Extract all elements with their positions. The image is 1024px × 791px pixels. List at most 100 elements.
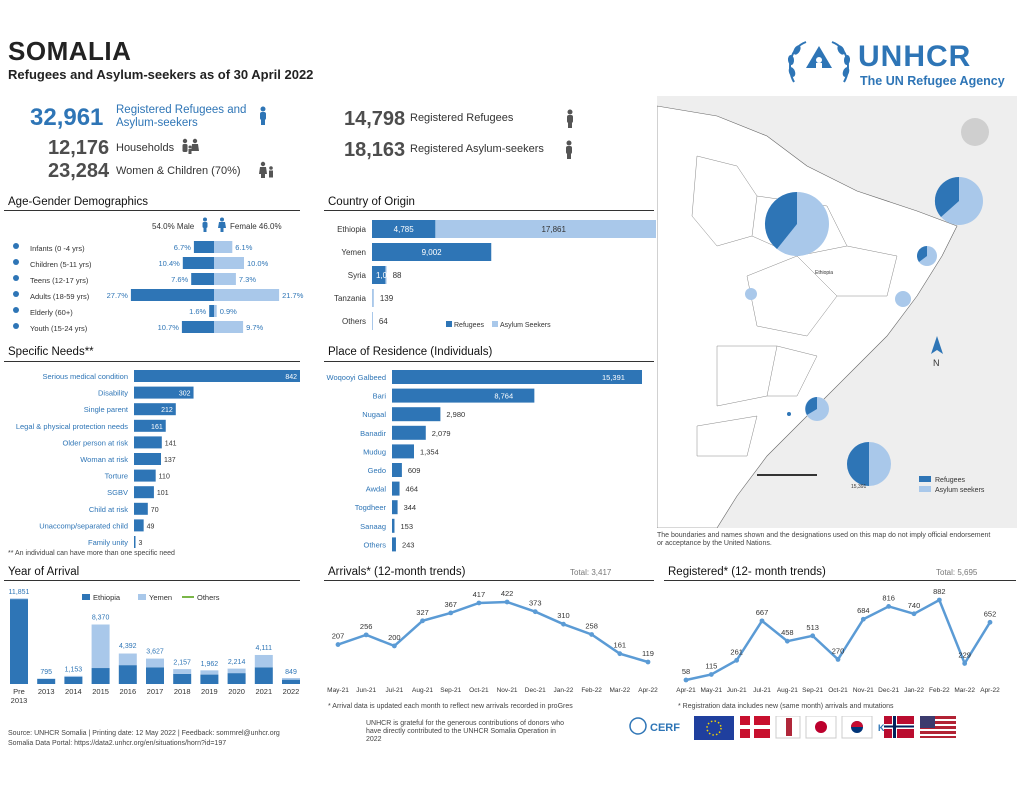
kpi-asylum-value: 18,163: [344, 139, 406, 161]
map-disclaimer: The boundaries and names shown and the d…: [657, 532, 991, 547]
need-value: 70: [151, 507, 159, 514]
trend-month: Jan-22: [904, 687, 924, 694]
arrival-yemen-bar: [118, 653, 137, 666]
arrival-year-label: 2017: [147, 687, 164, 696]
person-icon: [260, 106, 266, 125]
need-value: 302: [179, 391, 191, 398]
trend-value: 327: [416, 608, 429, 617]
registered-title: Registered* (12- month trends): [668, 566, 826, 578]
age-row-label: Elderly (60+): [30, 308, 73, 317]
arrival-year-label: 2018: [174, 687, 191, 696]
origin-asylum-bar: [372, 312, 373, 330]
trend-point: [886, 604, 892, 609]
male-bar: [181, 321, 214, 333]
age-person-icon: [13, 275, 19, 281]
age-row-label: Infants (0 -4 yrs): [30, 244, 85, 253]
legend-ethiopia-swatch: [82, 594, 90, 600]
trend-month: Nov-21: [497, 687, 518, 694]
arrivals-total: Total: 3,417: [570, 568, 612, 577]
residence-value: 2,980: [446, 410, 465, 419]
arrival-total-label: 2,157: [173, 659, 191, 666]
trend-value: 119: [642, 649, 654, 658]
trend-value: 667: [756, 608, 769, 617]
arrival-total-label: 795: [40, 669, 52, 676]
trend-point: [420, 618, 425, 624]
trend-point: [759, 618, 765, 624]
need-bar: [134, 386, 194, 399]
male-bar: [193, 241, 214, 253]
need-label: Woman at risk: [80, 455, 128, 464]
trend-value: 373: [529, 599, 542, 608]
trend-point: [448, 610, 454, 616]
residence-value: 8,764: [494, 392, 513, 401]
residence-value: 2,079: [432, 429, 451, 438]
trend-month: Oct-21: [469, 687, 489, 694]
residence-label: Sanaag: [360, 522, 386, 531]
trend-value: 740: [908, 601, 921, 610]
age-row-label: Teens (12-17 yrs): [30, 276, 89, 285]
trend-month: Mar-22: [610, 687, 631, 694]
north-arrow-icon: [931, 336, 943, 354]
origin-refugee-bar: [372, 266, 386, 284]
kpi-households-value: 12,176: [48, 137, 110, 159]
arrival-year-label: 2019: [201, 687, 218, 696]
trend-month: Jan-22: [554, 687, 574, 694]
need-value: 842: [285, 374, 297, 381]
trend-value: 200: [388, 633, 401, 642]
arrival-yemen-bar: [227, 668, 246, 674]
trend-month: Aug-21: [412, 687, 433, 694]
female-value: 0.9%: [220, 307, 237, 316]
trend-value: 816: [882, 593, 895, 602]
kpi-women-children-value: 23,284: [48, 160, 110, 182]
svg-text:CERF: CERF: [650, 722, 680, 734]
footer-portal[interactable]: Somalia Data Portal: https://data2.unhcr…: [8, 740, 227, 747]
trend-point: [391, 643, 397, 649]
woman-child-icon: [259, 161, 273, 178]
trend-point: [911, 611, 917, 617]
arrival-total-label: 2,214: [228, 659, 246, 666]
need-bar: [134, 453, 162, 465]
residence-bar: [392, 370, 642, 384]
female-value: 7.3%: [239, 275, 256, 284]
origin-asylum-bar: [435, 220, 656, 238]
need-label: Unaccomp/separated child: [39, 521, 128, 530]
person-icon: [567, 109, 573, 128]
trend-value: 367: [444, 600, 457, 609]
trend-point: [708, 672, 714, 677]
trend-point: [936, 597, 942, 603]
origin-title: Country of Origin: [328, 196, 415, 208]
arrival-yemen-bar: [91, 624, 110, 669]
residence-bar: [392, 537, 396, 552]
origin-asylum-bar: [385, 266, 387, 284]
trend-month: Mar-22: [954, 687, 975, 694]
need-value: 101: [157, 490, 169, 497]
trend-value: 652: [984, 609, 997, 618]
trend-month: Dec-21: [525, 687, 546, 694]
need-label: Family unity: [88, 538, 128, 547]
legend-refugees-swatch: [446, 321, 452, 327]
trend-value: 458: [781, 628, 794, 637]
page-subtitle: Refugees and Asylum-seekers as of 30 Apr…: [8, 67, 314, 82]
age-row-label: Adults (18-59 yrs): [30, 292, 90, 301]
trend-value: 261: [730, 647, 743, 656]
legend-asylum-label: Asylum Seekers: [500, 322, 551, 329]
need-bar: [134, 536, 136, 548]
kpi-households-label: Households: [116, 142, 175, 154]
kpi-refugees-value: 14,798: [344, 108, 406, 130]
age-gender-title: Age-Gender Demographics: [8, 196, 148, 208]
trend-point: [962, 660, 968, 666]
trend-value: 684: [857, 606, 870, 615]
donor-logos-graphic: CERF KOICA: [629, 715, 956, 740]
family-icon: [182, 138, 199, 154]
residence-label: Nugaal: [362, 410, 386, 419]
logo-text: UNHCR: [858, 40, 972, 73]
need-label: Older person at risk: [63, 438, 129, 447]
map-graphic: N Refugees Asylum seekers 15,391 Ethiopi…: [656, 96, 1017, 529]
residence-bar: [392, 518, 395, 533]
age-person-icon: [13, 259, 19, 265]
origin-refugee-value: 1,014: [376, 271, 397, 280]
trend-value: 258: [585, 621, 598, 630]
origin-refugee-value: 9,002: [422, 248, 443, 257]
need-bar: [134, 370, 300, 382]
trend-month: Aug-21: [777, 687, 798, 694]
